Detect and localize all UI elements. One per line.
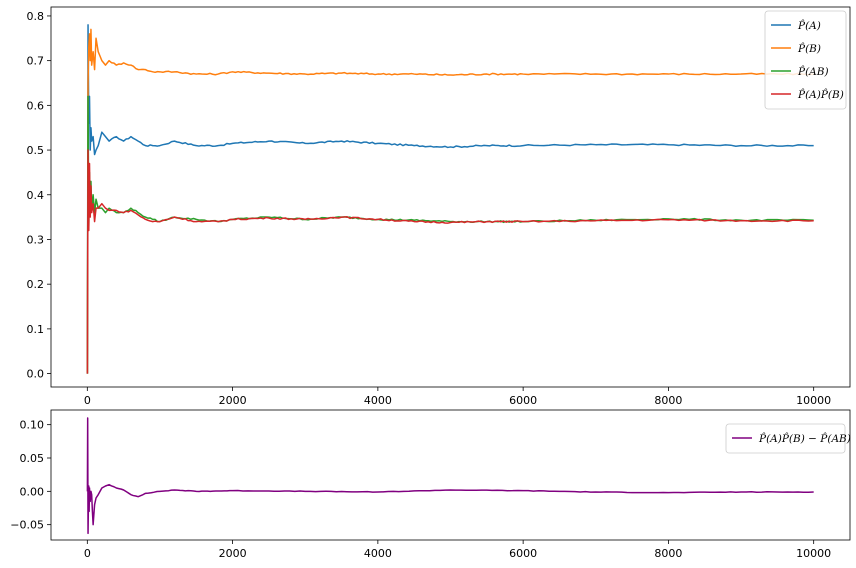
legend-entry: P̂(A) [797, 19, 821, 32]
legend-entry: P̂(B) [797, 42, 821, 55]
y-tick-label: 0.6 [27, 99, 45, 112]
y-tick-label: 0.8 [27, 10, 45, 23]
y-tick-label: 0.3 [27, 233, 45, 246]
x-tick-label: 6000 [509, 394, 537, 407]
series-line-1-0 [86, 417, 814, 535]
y-tick-label: 0.00 [20, 485, 45, 498]
series-line-0-0 [86, 24, 814, 374]
legend-box [764, 10, 847, 110]
y-tick-label: 0.5 [27, 144, 45, 157]
y-tick-label: 0.7 [27, 55, 45, 68]
x-tick-label: 8000 [654, 394, 682, 407]
legend-entry: P̂(A)P̂(B) − P̂(AB) [758, 432, 851, 445]
x-tick-label: 8000 [654, 547, 682, 560]
x-tick-label: 2000 [219, 547, 247, 560]
y-tick-label: 0.10 [20, 419, 45, 432]
axes-frame [50, 409, 851, 541]
x-tick-label: 10000 [796, 547, 831, 560]
top-axes: 0 2000 4000 6000 8000 10000 0.0 0.1 0.2 0.3 0.4 0.5… [27, 6, 851, 407]
x-tick-label: 10000 [796, 394, 831, 407]
legend-box [725, 423, 846, 454]
x-tick-label: 4000 [364, 394, 392, 407]
y-tick-label: 0.05 [20, 452, 45, 465]
series-line-0-3 [86, 149, 814, 374]
x-tick-label: 0 [84, 547, 91, 560]
x-tick-label: 2000 [219, 394, 247, 407]
x-tick-label: 6000 [509, 547, 537, 560]
axes-frame [50, 6, 851, 388]
y-tick-label: 0.1 [27, 323, 45, 336]
y-tick-label: 0.4 [27, 189, 45, 202]
legend-entry: P̂(AB) [797, 65, 829, 78]
series-line-0-1 [86, 28, 814, 374]
y-tick-label: 0.0 [27, 368, 45, 381]
y-tick-label: 0.2 [27, 278, 45, 291]
legend-entry: P̂(A)P̂(B) [797, 88, 844, 101]
x-tick-label: 4000 [364, 547, 392, 560]
x-tick-label: 0 [84, 394, 91, 407]
y-tick-label: −0.05 [10, 519, 44, 532]
bottom-axes: 0 2000 4000 6000 8000 10000 −0.05 0.00 0.05 0.10 P… [10, 409, 851, 560]
